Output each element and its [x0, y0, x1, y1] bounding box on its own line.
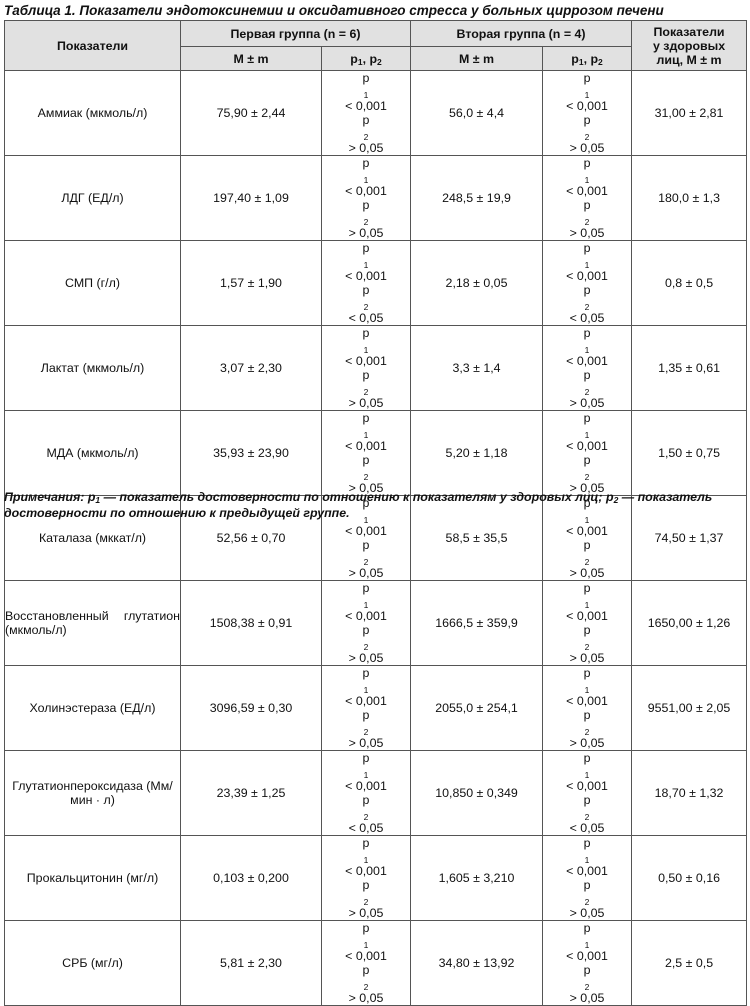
table-note: Примечания: p1 — показатель достоверност…: [4, 489, 746, 521]
group1-mean: 35,93 ± 23,90: [180, 410, 322, 496]
header-healthy-line: Показатели: [653, 24, 725, 39]
group1-mean: 3,07 ± 2,30: [180, 325, 322, 411]
table-row: Прокальцитонин (мг/л) 0,103 ± 0,200 p 1 < 0…: [4, 835, 748, 921]
table-row: Глутатионпероксидаза (Мм/мин · л) 23,39 ±…: [4, 750, 748, 836]
note-p1-text: — показатель достоверности по отношению …: [100, 490, 607, 504]
table-row: СМП (г/л) 1,57 ± 1,90 p 1 < 0,001 p 2 < 0,05 2…: [4, 240, 748, 326]
header-row-sub: М ± m p1, p2 М ± m p1, p2: [5, 46, 747, 71]
group1-mean: 197,40 ± 1,09: [180, 155, 322, 241]
header-g1-mm: М ± m: [180, 46, 322, 71]
healthy-mean: 180,0 ± 1,3: [631, 155, 748, 241]
table-caption: Таблица 1. Показатели эндотоксинемии и о…: [4, 3, 664, 18]
group1-mean: 3096,59 ± 0,30: [180, 665, 322, 751]
table-row: Холинэстераза (ЕД/л) 3096,59 ± 0,30 p 1 < 0…: [4, 665, 748, 751]
group1-mean: 0,103 ± 0,200: [180, 835, 322, 921]
header-healthy-line: у здоровых: [652, 38, 726, 53]
group2-mean: 2055,0 ± 254,1: [410, 665, 544, 751]
healthy-mean: 18,70 ± 1,32: [631, 750, 748, 836]
healthy-mean: 31,00 ± 2,81: [631, 70, 748, 156]
row-indicator: Глутатионпероксидаза (Мм/мин · л): [4, 750, 181, 836]
healthy-mean: 0,8 ± 0,5: [631, 240, 748, 326]
table-row: МДА (мкмоль/л) 35,93 ± 23,90 p 1 < 0,001 p 2 …: [4, 410, 748, 496]
row-indicator: СМП (г/л): [4, 240, 181, 326]
table-row: Восстановленный глута­тион (мкмоль/л) 150…: [4, 580, 748, 666]
group2-mean: 34,80 ± 13,92: [410, 920, 544, 1006]
note-p2-idx: 2: [613, 495, 619, 505]
header-healthy: Показатели у здоровых лиц, М ± m: [631, 20, 748, 71]
table-row: Лактат (мкмоль/л) 3,07 ± 2,30 p 1 < 0,001 p 2…: [4, 325, 748, 411]
group2-mean: 5,20 ± 1,18: [410, 410, 544, 496]
row-indicator: СРБ (мг/л): [4, 920, 181, 1006]
row-indicator: Прокальцитонин (мг/л): [4, 835, 181, 921]
note-p2-text: — показатель достоверности по отношению …: [4, 490, 713, 520]
header-group2: Вторая группа (n = 4): [410, 20, 633, 47]
group2-mean: 10,850 ± 0,349: [410, 750, 544, 836]
row-indicator: Аммиак (мкмоль/л): [4, 70, 181, 156]
group2-mean: 2,18 ± 0,05: [410, 240, 544, 326]
header-g2-mm: М ± m: [410, 46, 544, 71]
header-g1-p: p1, p2: [320, 46, 412, 71]
healthy-mean: 1,50 ± 0,75: [631, 410, 748, 496]
header-row-top: Показатели Первая группа (n = 6) Вторая …: [4, 20, 748, 71]
group1-mean: 23,39 ± 1,25: [180, 750, 322, 836]
row-indicator: Восстановленный глута­тион (мкмоль/л): [4, 580, 181, 666]
healthy-mean: 9551,00 ± 2,05: [631, 665, 748, 751]
group2-mean: 56,0 ± 4,4: [410, 70, 544, 156]
row-indicator: МДА (мкмоль/л): [4, 410, 181, 496]
healthy-mean: 2,5 ± 0,5: [631, 920, 748, 1006]
healthy-mean: 0,50 ± 0,16: [631, 835, 748, 921]
group2-mean: 3,3 ± 1,4: [410, 325, 544, 411]
healthy-mean: 1650,00 ± 1,26: [631, 580, 748, 666]
note-p1-idx: 1: [95, 495, 101, 505]
note-p1-label: p: [87, 490, 96, 504]
header-healthy-line: лиц, М ± m: [656, 52, 722, 67]
header-g2-p: p1, p2: [542, 46, 633, 71]
group1-mean: 1508,38 ± 0,91: [180, 580, 322, 666]
row-indicator: Лактат (мкмоль/л): [4, 325, 181, 411]
header-group1: Первая группа (n = 6): [179, 20, 412, 47]
header-indicator: Показатели: [4, 20, 181, 71]
table-row: Аммиак (мкмоль/л) 75,90 ± 2,44 p 1 < 0,001 p…: [4, 70, 748, 156]
table-row: ЛДГ (ЕД/л) 197,40 ± 1,09 p 1 < 0,001 p 2 > 0,…: [4, 155, 748, 241]
group1-mean: 75,90 ± 2,44: [180, 70, 322, 156]
row-indicator: Холинэстераза (ЕД/л): [4, 665, 181, 751]
group2-mean: 1,605 ± 3,210: [410, 835, 544, 921]
healthy-mean: 1,35 ± 0,61: [631, 325, 748, 411]
note-p2-label: p: [606, 490, 614, 504]
group2-mean: 248,5 ± 19,9: [410, 155, 544, 241]
group1-mean: 1,57 ± 1,90: [180, 240, 322, 326]
group2-mean: 1666,5 ± 359,9: [410, 580, 544, 666]
row-indicator: ЛДГ (ЕД/л): [4, 155, 181, 241]
group1-mean: 5,81 ± 2,30: [180, 920, 322, 1006]
table-row: СРБ (мг/л) 5,81 ± 2,30 p 1 < 0,001 p 2 > 0,05…: [4, 920, 748, 1006]
note-prefix: Примечания:: [4, 490, 88, 504]
